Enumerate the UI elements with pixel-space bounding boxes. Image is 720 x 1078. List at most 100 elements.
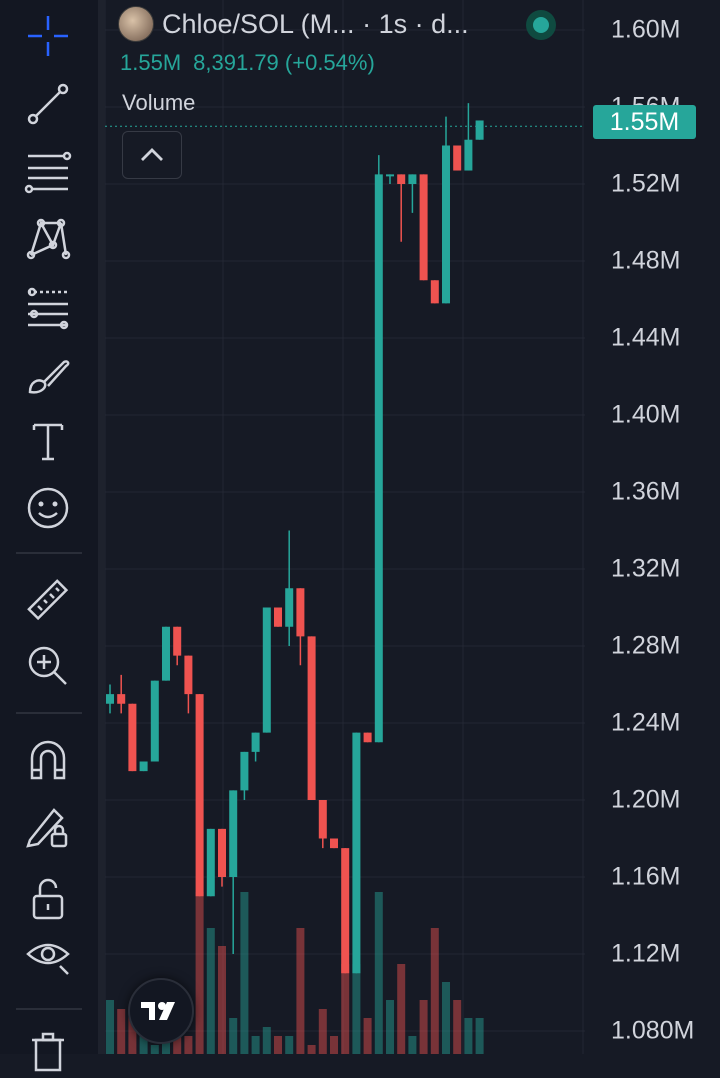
volume-bar xyxy=(408,1036,417,1054)
candle-up xyxy=(150,680,159,762)
candle-down xyxy=(307,636,316,800)
collapse-legend-button[interactable] xyxy=(122,131,182,179)
trend-line-icon[interactable] xyxy=(22,78,74,130)
candle-up xyxy=(251,732,260,752)
symbol-name: Chloe/SOL (M... xyxy=(162,8,355,39)
price-tick-label: 1.12M xyxy=(611,939,681,968)
volume-bar xyxy=(150,1045,159,1054)
candle-up xyxy=(374,174,383,743)
volume-bar xyxy=(464,1018,473,1054)
price-tick-label: 1.40M xyxy=(611,400,681,429)
xabcd-pattern-icon[interactable] xyxy=(22,213,74,265)
volume-bar xyxy=(374,892,383,1054)
candle-up xyxy=(229,790,238,877)
price-tick-label: 1.080M xyxy=(611,1016,695,1045)
candlestick-chart[interactable] xyxy=(104,0,585,1054)
volume-bar xyxy=(106,1000,114,1054)
candle-down xyxy=(128,703,137,772)
volume-bar xyxy=(139,1036,148,1054)
toolbar-divider xyxy=(16,712,82,714)
candle-down xyxy=(318,800,327,839)
ohlc-row: 1.55M 8,391.79 (+0.54%) xyxy=(120,50,375,76)
volume-bar xyxy=(475,1018,484,1054)
price-tick-label: 1.36M xyxy=(611,477,681,506)
text-icon[interactable] xyxy=(22,415,74,467)
volume-bar xyxy=(285,1036,294,1054)
market-status-indicator[interactable] xyxy=(526,10,556,40)
candle-up xyxy=(162,626,170,681)
price-tick-label: 1.60M xyxy=(611,15,681,44)
volume-bar xyxy=(352,964,361,1054)
candle-up xyxy=(408,174,417,184)
candle-down xyxy=(274,607,282,627)
toolbar-divider xyxy=(16,552,82,554)
volume-bars xyxy=(106,892,484,1054)
candle-up xyxy=(139,761,148,772)
toolbar-divider xyxy=(16,1008,82,1010)
volume-bar xyxy=(419,1000,428,1054)
volume-bar xyxy=(240,892,249,1054)
brush-icon[interactable] xyxy=(22,350,74,402)
drawing-toolbar xyxy=(0,0,98,1072)
volume-bar xyxy=(206,928,215,1054)
price-tick-label: 1.28M xyxy=(611,631,681,660)
zoom-in-icon[interactable] xyxy=(22,640,74,692)
volume-bar xyxy=(117,1009,126,1054)
price-tick-label: 1.16M xyxy=(611,862,681,891)
crosshair-icon[interactable] xyxy=(22,10,74,62)
tradingview-logo[interactable] xyxy=(128,978,194,1044)
volume-bar xyxy=(229,1018,238,1054)
candle-up xyxy=(386,174,394,177)
candle-down xyxy=(397,174,406,184)
fib-retracement-icon[interactable] xyxy=(22,146,74,198)
change-value: 8,391.79 (+0.54%) xyxy=(193,50,375,75)
candle-down xyxy=(296,588,305,637)
price-tick-label: 1.20M xyxy=(611,785,681,814)
symbol-title[interactable]: Chloe/SOL (M... · 1s · d... xyxy=(162,9,469,40)
candle-down xyxy=(184,655,193,695)
price-tick-label: 1.44M xyxy=(611,323,681,352)
candle-down xyxy=(453,145,462,171)
candle-up xyxy=(352,732,361,974)
chevron-up-icon xyxy=(141,148,163,161)
volume-bar xyxy=(330,1036,338,1054)
price-tick-label: 1.32M xyxy=(611,554,681,583)
lock-drawing-icon[interactable] xyxy=(22,800,74,852)
volume-bar xyxy=(195,892,204,1054)
candle-down xyxy=(173,626,182,656)
candle-down xyxy=(419,174,428,281)
interval: · 1s · d... xyxy=(362,8,469,39)
toolbar-border xyxy=(98,0,105,1054)
chart-plot-area[interactable] xyxy=(104,0,585,1054)
trash-icon[interactable] xyxy=(22,1026,74,1078)
candle-up xyxy=(106,694,114,704)
eye-icon[interactable] xyxy=(22,928,74,980)
prediction-icon[interactable] xyxy=(22,282,74,334)
candle-down xyxy=(117,694,126,704)
tradingview-logo-icon xyxy=(141,1002,175,1020)
ruler-icon[interactable] xyxy=(22,574,74,626)
magnet-icon[interactable] xyxy=(22,734,74,786)
emoji-icon[interactable] xyxy=(22,482,74,534)
chart-header: Chloe/SOL (M... · 1s · d... 1.55M 8,391.7… xyxy=(118,0,598,96)
symbol-row[interactable]: Chloe/SOL (M... · 1s · d... xyxy=(118,6,469,42)
volume-bar xyxy=(251,1036,260,1054)
volume-bar xyxy=(262,1027,271,1054)
candle-down xyxy=(218,828,226,877)
volume-bar xyxy=(453,1000,462,1054)
candle-up xyxy=(442,145,450,304)
price-axis[interactable]: 1.60M1.56M1.52M1.48M1.44M1.40M1.36M1.32M… xyxy=(585,0,720,1054)
volume-bar xyxy=(341,964,350,1054)
candle-down xyxy=(341,848,350,974)
candle-up xyxy=(475,120,484,140)
candle-up xyxy=(262,607,271,733)
last-value: 1.55M xyxy=(120,50,182,75)
volume-indicator-label[interactable]: Volume xyxy=(122,90,196,115)
candle-up xyxy=(285,588,294,627)
unlock-icon[interactable] xyxy=(22,872,74,924)
volume-bar xyxy=(184,1036,193,1054)
volume-bar xyxy=(318,1009,327,1054)
candle-up xyxy=(206,828,215,897)
candle-up xyxy=(240,751,249,791)
volume-bar xyxy=(128,1009,137,1054)
